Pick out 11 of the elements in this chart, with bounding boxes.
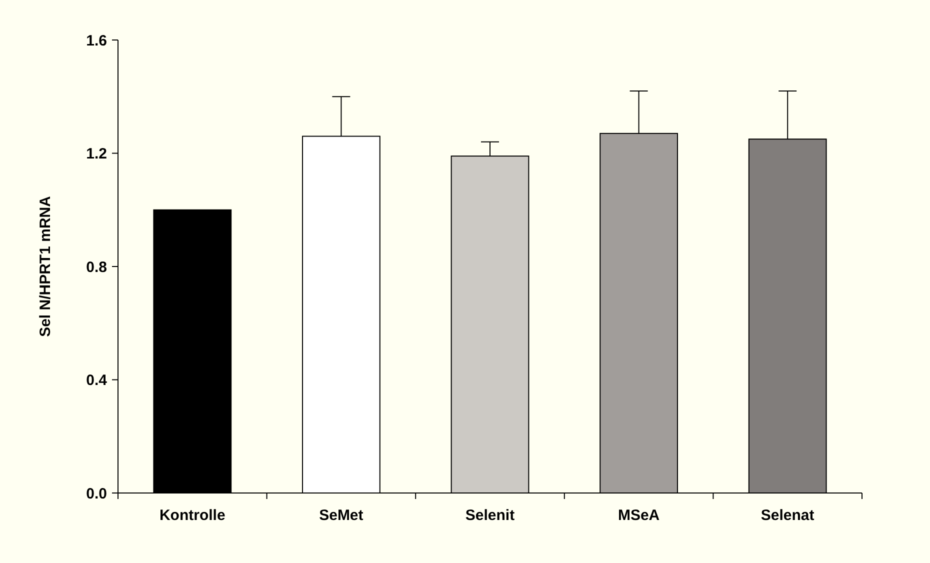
y-axis-title: Sel N/HPRT1 mRNA <box>37 196 54 337</box>
y-tick-label: 0.4 <box>86 372 108 389</box>
x-tick-label: SeMet <box>319 507 364 524</box>
x-tick-label: Selenit <box>465 507 515 524</box>
y-tick-label: 0.0 <box>86 485 107 502</box>
x-tick-label: MSeA <box>618 507 660 524</box>
y-tick-label: 1.6 <box>86 32 107 50</box>
y-tick-label: 1.2 <box>86 146 107 162</box>
y-tick-label: 0.8 <box>86 258 107 276</box>
x-tick-label: Kontrolle <box>159 507 226 524</box>
x-tick-label: Selenat <box>760 507 814 524</box>
